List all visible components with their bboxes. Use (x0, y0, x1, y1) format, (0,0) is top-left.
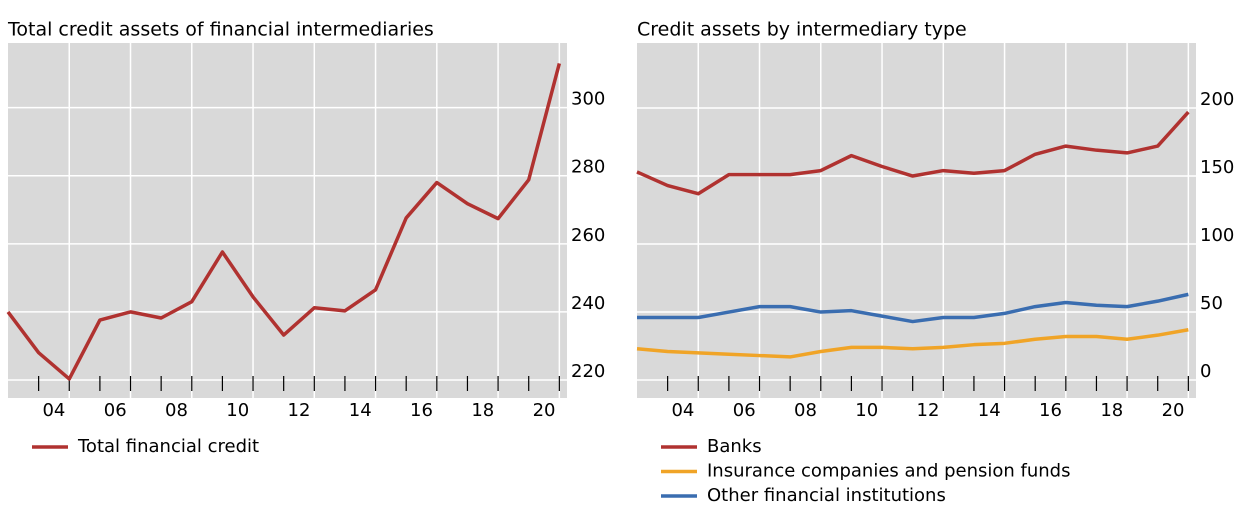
legend-label: Banks (707, 436, 762, 457)
y-tick-label: 220 (571, 361, 605, 382)
chart-panel: Credit assets by intermediary type050100… (636, 19, 1234, 506)
chart-panel: Total credit assets of financial interme… (6, 19, 605, 457)
line-series (636, 110, 1190, 196)
x-tick-label: 20 (533, 400, 556, 421)
y-tick-label: 200 (1200, 89, 1234, 110)
y-tick-label: 300 (571, 89, 605, 110)
y-tick-label: 0 (1200, 361, 1211, 382)
legend-label: Other financial institutions (707, 485, 946, 506)
line-series (636, 327, 1189, 359)
plot-area (637, 43, 1196, 398)
y-tick-label: 260 (571, 225, 605, 246)
x-tick-label: 10 (855, 400, 878, 421)
x-tick-label: 14 (349, 400, 372, 421)
x-tick-label: 04 (42, 400, 65, 421)
x-tick-label: 04 (671, 400, 694, 421)
chart-title: Credit assets by intermediary type (637, 19, 967, 41)
line-series (6, 62, 562, 381)
y-tick-label: 150 (1200, 157, 1234, 178)
x-tick-label: 16 (410, 400, 433, 421)
x-tick-label: 10 (226, 400, 249, 421)
x-tick-label: 18 (1100, 400, 1123, 421)
y-tick-label: 50 (1200, 293, 1223, 314)
legend-label: Total financial credit (77, 436, 259, 457)
x-tick-label: 08 (794, 400, 817, 421)
x-tick-label: 12 (917, 400, 940, 421)
x-tick-label: 16 (1039, 400, 1062, 421)
x-tick-label: 18 (471, 400, 494, 421)
chart-title: Total credit assets of financial interme… (7, 19, 434, 41)
legend-label: Insurance companies and pension funds (707, 461, 1071, 482)
y-tick-label: 240 (571, 293, 605, 314)
x-tick-label: 08 (165, 400, 188, 421)
y-tick-label: 280 (571, 157, 605, 178)
x-tick-label: 06 (733, 400, 756, 421)
plot-area (8, 43, 567, 398)
x-tick-label: 12 (288, 400, 311, 421)
y-tick-label: 100 (1200, 225, 1234, 246)
line-series (637, 292, 1189, 324)
x-tick-label: 20 (1162, 400, 1185, 421)
x-tick-label: 06 (104, 400, 127, 421)
x-tick-label: 14 (978, 400, 1001, 421)
